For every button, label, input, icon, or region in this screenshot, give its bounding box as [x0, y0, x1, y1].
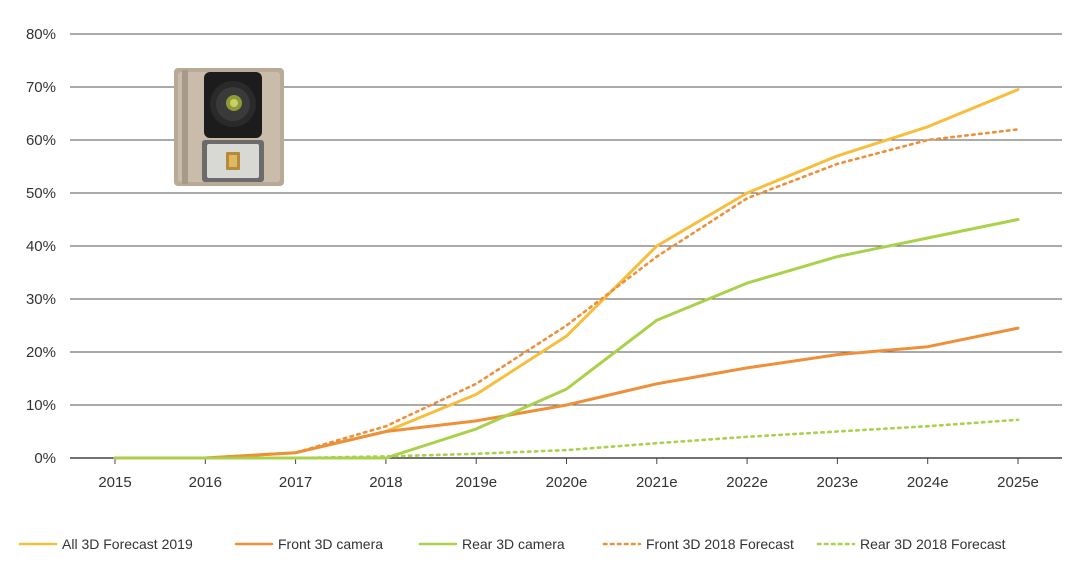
series-lines — [113, 88, 1020, 460]
3d-camera-module-icon — [174, 68, 284, 186]
x-tick-label: 2016 — [189, 474, 222, 491]
x-axis-tick-labels: 2015 2016 2017 2018 2019e 2020e 2021e 2022e 2023… — [98, 458, 1039, 491]
x-tick-label: 2017 — [279, 474, 312, 491]
x-tick-label: 2018 — [369, 474, 402, 491]
series-line-3 — [113, 218, 1020, 460]
series-line-5 — [113, 418, 1020, 460]
y-tick-label: 70% — [26, 79, 56, 96]
x-tick-label: 2020e — [546, 474, 588, 491]
x-tick-label: 2024e — [907, 474, 949, 491]
y-tick-label: 30% — [26, 291, 56, 308]
legend-label: Front 3D 2018 Forecast — [646, 536, 794, 552]
y-tick-label: 60% — [26, 132, 56, 149]
y-tick-label: 10% — [26, 397, 56, 414]
x-tick-label: 2015 — [98, 474, 131, 491]
series-line-4 — [113, 128, 1020, 460]
x-tick-label: 2019e — [455, 474, 497, 491]
y-axis-tick-labels: 0% 10% 20% 30% 40% 50% 60% 70% 80% — [26, 26, 56, 467]
y-tick-label: 40% — [26, 238, 56, 255]
x-tick-label: 2023e — [817, 474, 859, 491]
x-tick-label: 2021e — [636, 474, 678, 491]
legend-label: Rear 3D camera — [462, 536, 565, 552]
legend-label: Rear 3D 2018 Forecast — [860, 536, 1006, 552]
y-tick-label: 50% — [26, 185, 56, 202]
x-tick-label: 2022e — [726, 474, 768, 491]
legend: All 3D Forecast 2019 Front 3D camera Rear … — [18, 536, 1006, 552]
y-tick-label: 0% — [34, 450, 56, 467]
y-tick-label: 20% — [26, 344, 56, 361]
legend-label: All 3D Forecast 2019 — [62, 536, 193, 552]
series-line-2 — [113, 326, 1020, 460]
y-tick-label: 80% — [26, 26, 56, 43]
legend-label: Front 3D camera — [278, 536, 383, 552]
x-tick-label: 2025e — [997, 474, 1039, 491]
